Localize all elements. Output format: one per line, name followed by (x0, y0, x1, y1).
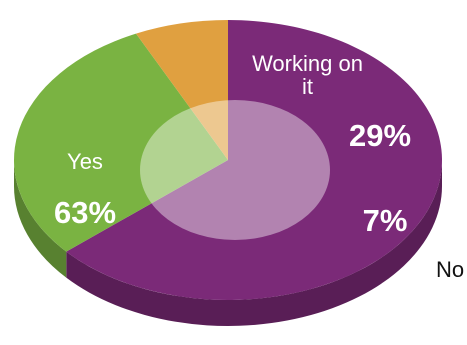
slice-side (14, 160, 67, 278)
category-label: Yes (67, 149, 103, 174)
category-label: Working on it (252, 51, 363, 100)
slice-side (66, 160, 442, 326)
slice (66, 20, 442, 300)
slice (136, 20, 228, 160)
value-label: 63% (53, 195, 117, 230)
value-label: 7% (362, 203, 408, 238)
category-label: No (435, 257, 465, 282)
value-label: 29% (348, 118, 412, 153)
slice (14, 33, 229, 252)
highlight (140, 100, 330, 240)
